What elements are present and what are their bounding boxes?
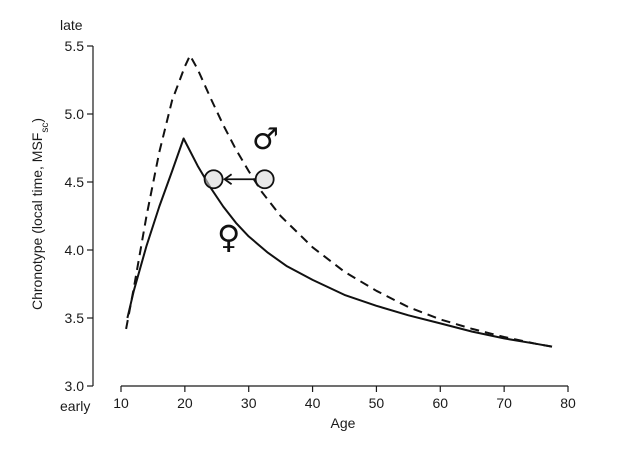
series-line-dashed (125, 54, 553, 348)
x-tick-label: 70 (496, 395, 512, 411)
male-symbol: ♂ (252, 122, 279, 157)
x-tick-label: 60 (432, 395, 448, 411)
x-tick-label: 40 (305, 395, 321, 411)
y-axis-title-main: Chronotype (local time, MSF (29, 133, 45, 310)
y-axis-title: Chronotype (local time, MSFsc) (29, 118, 51, 310)
arrow-end-circle (203, 169, 224, 190)
x-tick-label: 80 (560, 395, 576, 411)
y-axis-title-subscript: sc (40, 123, 51, 133)
y-tick-label: 4.5 (65, 174, 85, 190)
y-axis-top-label: late (60, 17, 83, 33)
arrow-head (223, 173, 233, 186)
x-tick-label: 50 (369, 395, 385, 411)
annotations: ♂ ♀ (203, 122, 279, 256)
x-axis-title: Age (331, 415, 356, 431)
female-symbol: ♀ (217, 218, 240, 256)
arrow-start-circle (254, 169, 275, 190)
x-tick-label: 30 (241, 395, 257, 411)
y-tick-label: 5.0 (65, 106, 85, 122)
x-tick-label: 20 (177, 395, 193, 411)
y-tick-label: 3.5 (65, 310, 85, 326)
y-tick-label: 3.0 (65, 378, 85, 394)
y-tick-label: 5.5 (65, 38, 85, 54)
y-axis-bottom-label: early (60, 398, 90, 414)
x-tick-label: 10 (113, 395, 129, 411)
axis-ticks: 10 20 30 40 50 60 70 80 3.0 3.5 4.0 4.5 5.0 5.5 (65, 38, 576, 411)
y-tick-label: 4.0 (65, 242, 85, 258)
y-axis-title-close: ) (29, 118, 45, 123)
series-line-solid (126, 137, 553, 348)
